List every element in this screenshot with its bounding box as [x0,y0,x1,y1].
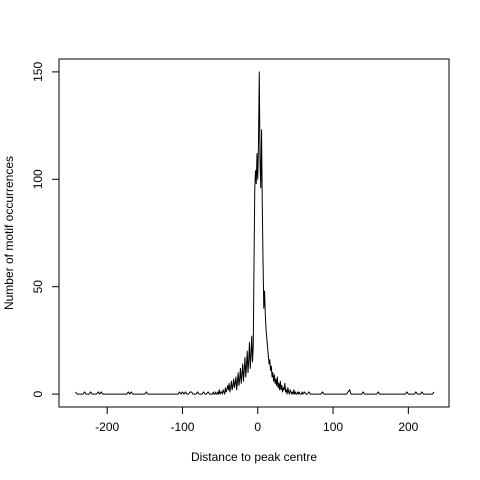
x-tick-label: 200 [398,420,418,434]
x-tick-label: 0 [254,420,261,434]
x-tick-label: -100 [170,420,194,434]
y-tick-label: 100 [31,169,45,189]
data-line [75,71,435,395]
x-tick-label: -200 [95,420,119,434]
x-tick-label: 100 [323,420,343,434]
y-axis-title: Number of motif occurrences [2,156,16,310]
y-tick-label: 50 [31,280,45,294]
y-tick-label: 0 [31,390,45,397]
x-axis-title: Distance to peak centre [191,450,317,464]
y-tick-label: 150 [31,62,45,82]
